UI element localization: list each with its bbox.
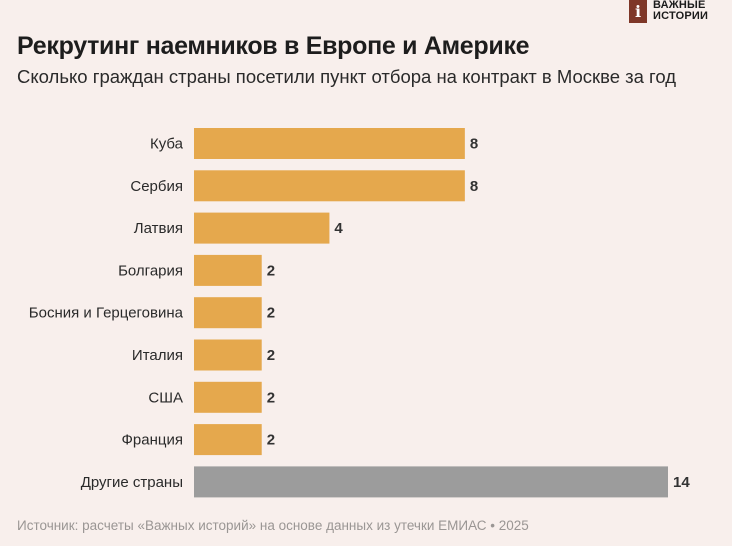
value-label: 2	[267, 305, 275, 322]
value-label: 14	[673, 474, 690, 491]
bar	[194, 297, 262, 329]
bar	[194, 424, 262, 456]
logo-text: ВАЖНЫЕ ИСТОРИИ	[653, 0, 709, 22]
bar	[194, 212, 330, 244]
value-label: 2	[267, 389, 275, 406]
category-label: Куба	[150, 136, 184, 153]
category-label: Франция	[122, 432, 183, 449]
chart-subtitle: Сколько граждан страны посетили пункт от…	[17, 66, 677, 87]
bar	[194, 128, 465, 159]
category-label: Латвия	[134, 220, 183, 237]
value-label: 2	[267, 347, 275, 364]
source-note: Источник: расчеты «Важных историй» на ос…	[17, 518, 529, 533]
bar	[194, 170, 465, 202]
chart-title: Рекрутинг наемников в Европе и Америке	[17, 32, 530, 60]
category-label: Болгария	[118, 262, 183, 279]
value-label: 8	[470, 178, 478, 195]
category-label: Другие страны	[81, 474, 183, 491]
bar	[194, 466, 668, 498]
bar	[194, 381, 262, 413]
value-label: 2	[267, 432, 275, 449]
category-label: Босния и Герцеговина	[29, 305, 184, 322]
category-label: США	[148, 389, 183, 406]
bar-chart: Куба 8 Сербия 8 Латвия 4 Болгария 2 Босния и Гер…	[29, 128, 690, 498]
value-label: 2	[267, 262, 275, 279]
value-label: 4	[334, 220, 343, 237]
value-label: 8	[470, 136, 478, 153]
bar	[194, 254, 262, 286]
bar	[194, 339, 262, 371]
logo-mark: i	[629, 0, 647, 23]
category-label: Сербия	[130, 178, 183, 195]
logo: i ВАЖНЫЕ ИСТОРИИ	[629, 0, 708, 23]
category-label: Италия	[132, 347, 183, 364]
